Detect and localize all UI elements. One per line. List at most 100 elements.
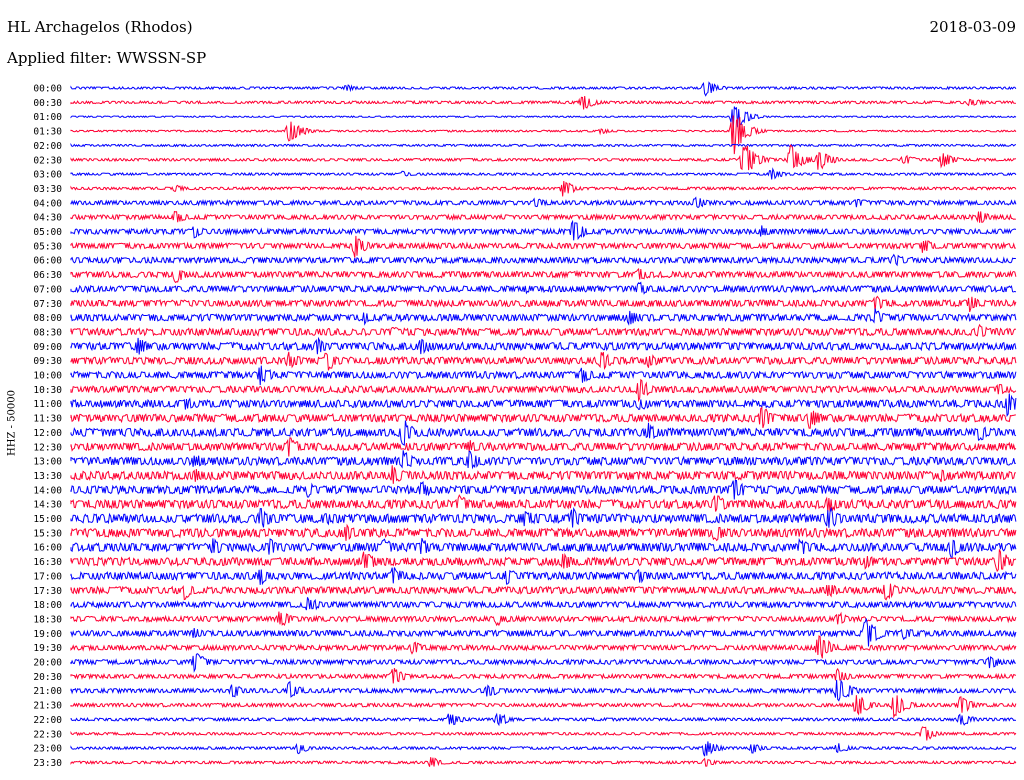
row-time-label: 14:30 bbox=[33, 500, 62, 511]
row-time-label: 17:00 bbox=[33, 571, 62, 582]
seismogram-trace bbox=[70, 295, 1017, 313]
row-time-label: 09:30 bbox=[33, 356, 62, 367]
row-time-label: 21:00 bbox=[33, 686, 62, 697]
row-time-label: 08:30 bbox=[33, 327, 62, 338]
row-time-label: 23:30 bbox=[33, 758, 62, 769]
row-time-label: 20:30 bbox=[33, 672, 62, 683]
seismogram-trace bbox=[70, 281, 1017, 295]
seismogram-trace bbox=[70, 142, 1017, 148]
row-time-label: 01:30 bbox=[33, 127, 62, 138]
seismogram-trace bbox=[70, 378, 1017, 403]
seismogram-trace bbox=[70, 167, 1017, 180]
row-time-label: 16:00 bbox=[33, 543, 62, 554]
row-time-label: 22:30 bbox=[33, 729, 62, 740]
seismogram-trace bbox=[70, 210, 1017, 223]
row-time-label: 10:30 bbox=[33, 385, 62, 396]
seismogram-trace bbox=[70, 583, 1017, 601]
row-time-label: 18:30 bbox=[33, 614, 62, 625]
seismogram-trace bbox=[70, 196, 1017, 209]
seismogram-trace bbox=[70, 253, 1016, 267]
seismogram-trace bbox=[70, 695, 1017, 719]
seismogram-trace bbox=[70, 81, 1017, 97]
row-time-label: 12:00 bbox=[33, 428, 62, 439]
row-time-label: 12:30 bbox=[33, 442, 62, 453]
row-time-label: 00:00 bbox=[33, 84, 62, 95]
seismogram-trace bbox=[70, 351, 1017, 371]
row-time-label: 23:00 bbox=[33, 744, 62, 755]
seismogram-trace bbox=[70, 537, 1017, 559]
row-time-label: 03:30 bbox=[33, 184, 62, 195]
row-time-label: 17:30 bbox=[33, 586, 62, 597]
seismogram-trace bbox=[70, 106, 1017, 133]
row-time-label: 15:00 bbox=[33, 514, 62, 525]
seismogram-trace bbox=[70, 450, 1017, 470]
seismogram-trace bbox=[70, 757, 1017, 767]
seismogram-trace bbox=[70, 523, 1017, 542]
row-time-label: 05:30 bbox=[33, 241, 62, 252]
seismogram-trace bbox=[70, 437, 1017, 457]
seismogram-trace bbox=[70, 549, 1017, 573]
seismogram-trace bbox=[70, 115, 1017, 155]
row-time-label: 06:00 bbox=[33, 256, 62, 267]
seismogram-trace bbox=[70, 611, 1017, 627]
row-time-label: 16:30 bbox=[33, 557, 62, 568]
row-time-label: 07:30 bbox=[33, 299, 62, 310]
seismogram-trace bbox=[70, 365, 1017, 386]
row-time-label: 01:00 bbox=[33, 112, 62, 123]
seismogram-trace bbox=[70, 406, 1016, 429]
seismogram-trace bbox=[70, 712, 1017, 727]
seismogram-trace bbox=[70, 308, 1017, 326]
row-time-label: 08:00 bbox=[33, 313, 62, 324]
row-time-label: 05:00 bbox=[33, 227, 62, 238]
row-time-label: 04:00 bbox=[33, 198, 62, 209]
row-time-label: 02:00 bbox=[33, 141, 62, 152]
seismogram-trace bbox=[70, 494, 1017, 513]
row-time-label: 07:00 bbox=[33, 284, 62, 295]
seismogram-trace bbox=[70, 180, 1017, 197]
seismogram-trace bbox=[70, 726, 1017, 741]
seismogram-trace bbox=[70, 219, 1017, 241]
row-time-label: 20:00 bbox=[33, 658, 62, 669]
date-label: 2018-03-09 bbox=[929, 18, 1016, 36]
seismogram-trace bbox=[70, 465, 1016, 484]
row-time-label: 19:30 bbox=[33, 643, 62, 654]
row-time-label: 09:00 bbox=[33, 342, 62, 353]
seismogram-trace bbox=[70, 336, 1017, 355]
seismogram-trace bbox=[70, 420, 1017, 446]
seismogram-trace bbox=[70, 235, 1016, 258]
seismogram-trace bbox=[70, 95, 1016, 110]
seismogram-trace bbox=[70, 506, 1017, 528]
seismogram-trace bbox=[70, 653, 1016, 673]
row-time-label: 22:00 bbox=[33, 715, 62, 726]
filter-label: Applied filter: WWSSN-SP bbox=[7, 49, 207, 67]
row-time-label: 14:00 bbox=[33, 485, 62, 496]
row-time-label: 11:00 bbox=[33, 399, 62, 410]
row-time-label: 21:30 bbox=[33, 701, 62, 712]
row-time-label: 11:30 bbox=[33, 414, 62, 425]
station-title: HL Archagelos (Rhodos) bbox=[7, 18, 193, 36]
seismogram-trace bbox=[70, 741, 1017, 757]
seismogram-trace bbox=[70, 323, 1017, 337]
seismogram-trace bbox=[70, 144, 1017, 171]
seismogram-trace bbox=[70, 479, 1017, 500]
seismogram-trace bbox=[70, 635, 1017, 659]
row-time-label: 18:00 bbox=[33, 600, 62, 611]
seismogram-trace bbox=[70, 567, 1017, 586]
row-time-label: 19:00 bbox=[33, 629, 62, 640]
row-time-label: 10:00 bbox=[33, 371, 62, 382]
seismogram-trace bbox=[70, 393, 1017, 418]
seismogram-trace bbox=[70, 667, 1017, 684]
seismogram-trace bbox=[70, 597, 1017, 611]
row-time-label: 02:30 bbox=[33, 155, 62, 166]
seismogram-trace bbox=[70, 618, 1017, 647]
seismogram-trace bbox=[70, 679, 1017, 702]
row-time-label: 03:00 bbox=[33, 170, 62, 181]
seismogram-trace bbox=[70, 267, 1017, 284]
row-time-label: 04:30 bbox=[33, 213, 62, 224]
row-time-label: 15:30 bbox=[33, 528, 62, 539]
row-time-label: 13:00 bbox=[33, 457, 62, 468]
row-time-label: 00:30 bbox=[33, 98, 62, 109]
row-time-label: 06:30 bbox=[33, 270, 62, 281]
row-time-label: 13:30 bbox=[33, 471, 62, 482]
